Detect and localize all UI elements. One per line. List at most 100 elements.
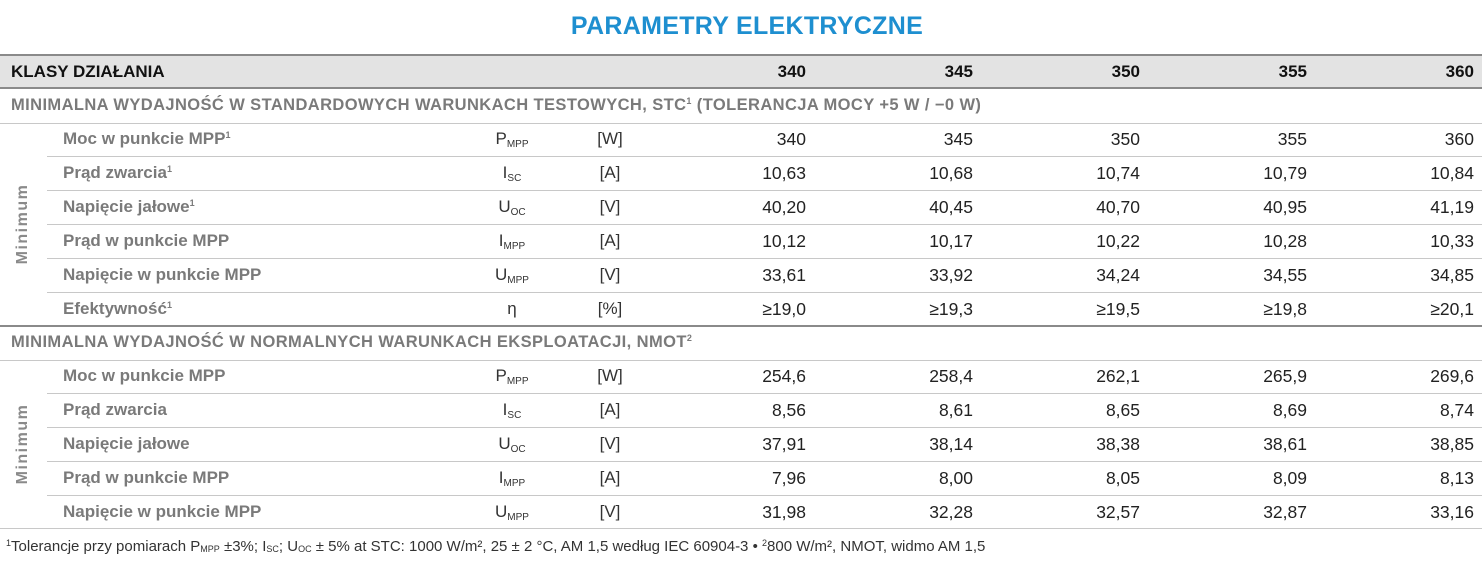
table-cell-value: 8,69 [1272, 400, 1307, 420]
row-symbol: ISC [482, 163, 542, 184]
row-name: Napięcie w punkcie MPP [63, 502, 261, 522]
row-name: Prąd w punkcie MPP [63, 468, 229, 488]
row-symbol-sub: OC [510, 207, 526, 218]
row-unit: [A] [599, 400, 621, 419]
row-name-sup: 1 [225, 130, 231, 140]
row-symbol-sub: MPP [507, 275, 529, 286]
row-unit: [A] [599, 163, 621, 182]
table-cell-value: 269,6 [1430, 366, 1474, 386]
row-symbol: UMPP [482, 502, 542, 523]
row-symbol: UOC [482, 197, 542, 218]
section-title: MINIMALNA WYDAJNOŚĆ W STANDARDOWYCH WARU… [11, 96, 981, 115]
row-separator [47, 393, 1482, 394]
table-cell-value: 8,61 [938, 400, 973, 420]
table-cell-value: 10,22 [1096, 231, 1140, 251]
row-unit: [W] [597, 366, 623, 385]
table-cell-value: ≥19,8 [1263, 299, 1307, 319]
row-name: Prąd zwarcia [63, 400, 167, 420]
row-name-text: Moc w punkcie MPP [63, 366, 226, 385]
row-unit: [V] [599, 265, 621, 284]
table-cell-value: 10,79 [1263, 163, 1307, 183]
section-rule [0, 360, 1482, 361]
table-cell-value: 8,05 [1105, 468, 1140, 488]
row-symbol-sub: MPP [506, 139, 529, 150]
row-symbol-sub: MPP [506, 376, 529, 387]
row-name-sup: 1 [166, 164, 172, 174]
table-cell-value: 31,98 [762, 502, 806, 522]
row-symbol: PMPP [482, 366, 542, 387]
row-name-text: Prąd zwarcia [63, 400, 167, 419]
row-name-text: Napięcie jałowe [63, 434, 190, 453]
header-band [0, 56, 1482, 87]
table-cell-value: 33,61 [762, 265, 806, 285]
row-symbol-sub: MPP [503, 478, 526, 489]
row-separator [47, 427, 1482, 428]
table-cell-value: 10,12 [762, 231, 806, 251]
table-cell-value: 8,09 [1272, 468, 1307, 488]
table-cell-value: 10,63 [762, 163, 806, 183]
row-symbol: UOC [482, 434, 542, 455]
table-cell-value: 8,65 [1105, 400, 1140, 420]
row-name: Napięcie w punkcie MPP [63, 265, 261, 285]
row-symbol: UMPP [482, 265, 542, 286]
row-symbol-sub: SC [507, 410, 522, 421]
header-bottom-rule [0, 87, 1482, 89]
row-symbol-main: η [507, 299, 517, 318]
row-symbol-sub: SC [507, 173, 522, 184]
row-separator [47, 461, 1482, 462]
row-separator [47, 495, 1482, 496]
section-divider-rule [0, 325, 1482, 327]
table-cell-value: 40,95 [1263, 197, 1307, 217]
section-title: MINIMALNA WYDAJNOŚĆ W NORMALNYCH WARUNKA… [11, 333, 692, 352]
table-cell-value: 38,14 [929, 434, 973, 454]
row-name: Moc w punkcie MPP1 [63, 129, 231, 149]
row-symbol-sub: MPP [507, 512, 529, 523]
table-cell-value: 38,85 [1430, 434, 1474, 454]
table-cell-value: 40,70 [1096, 197, 1140, 217]
row-symbol: η [482, 299, 542, 320]
row-unit: [A] [599, 231, 621, 250]
row-name-text: Prąd zwarcia [63, 163, 167, 182]
row-name: Efektywność1 [63, 299, 172, 319]
table-cell-value: ≥19,5 [1096, 299, 1140, 319]
table-cell-value: 8,56 [771, 400, 806, 420]
row-separator [47, 190, 1482, 191]
table-cell-value: 345 [943, 129, 973, 149]
row-symbol: IMPP [482, 468, 542, 489]
table-cell-value: ≥20,1 [1430, 299, 1474, 319]
footnote: 1Tolerancje przy pomiarach PMPP ±3%; ISC… [6, 538, 986, 555]
table-cell-value: 10,74 [1096, 163, 1140, 183]
side-label-text: Minimum [14, 403, 31, 485]
header-top-rule [0, 54, 1482, 56]
row-unit: [A] [599, 468, 621, 487]
page-title: PARAMETRY ELEKTRYCZNE [570, 12, 924, 40]
table-cell-value: 10,84 [1430, 163, 1474, 183]
table-cell-value: 32,28 [929, 502, 973, 522]
row-name-text: Moc w punkcie MPP [63, 129, 226, 148]
row-name-text: Napięcie w punkcie MPP [63, 502, 262, 521]
section-title-text: MINIMALNA WYDAJNOŚĆ W STANDARDOWYCH WARU… [11, 96, 687, 114]
table-cell-value: 350 [1110, 129, 1140, 149]
row-symbol-sub: MPP [503, 241, 526, 252]
row-symbol: IMPP [482, 231, 542, 252]
table-cell-value: 40,20 [762, 197, 806, 217]
section-title-text: MINIMALNA WYDAJNOŚĆ W NORMALNYCH WARUNKA… [11, 333, 687, 351]
table-cell-value: ≥19,0 [762, 299, 806, 319]
table-cell-value: 40,45 [929, 197, 973, 217]
table-cell-value: 32,87 [1263, 502, 1307, 522]
table-cell-value: 10,28 [1263, 231, 1307, 251]
table-cell-value: 8,74 [1439, 400, 1474, 420]
row-name: Moc w punkcie MPP [63, 366, 225, 386]
header-label: KLASY DZIAŁANIA [11, 62, 165, 81]
row-symbol-main: P [495, 129, 507, 148]
row-name: Prąd w punkcie MPP [63, 231, 229, 251]
row-unit: [V] [599, 197, 621, 216]
header-class-3: 355 [1278, 62, 1307, 81]
row-name: Napięcie jałowe1 [63, 197, 195, 217]
table-cell-value: 37,91 [762, 434, 806, 454]
table-bottom-rule [0, 528, 1482, 529]
row-symbol-main: I [498, 231, 504, 250]
header-class-1: 345 [944, 62, 973, 81]
table-cell-value: 33,16 [1430, 502, 1474, 522]
table-cell-value: ≥19,3 [929, 299, 973, 319]
